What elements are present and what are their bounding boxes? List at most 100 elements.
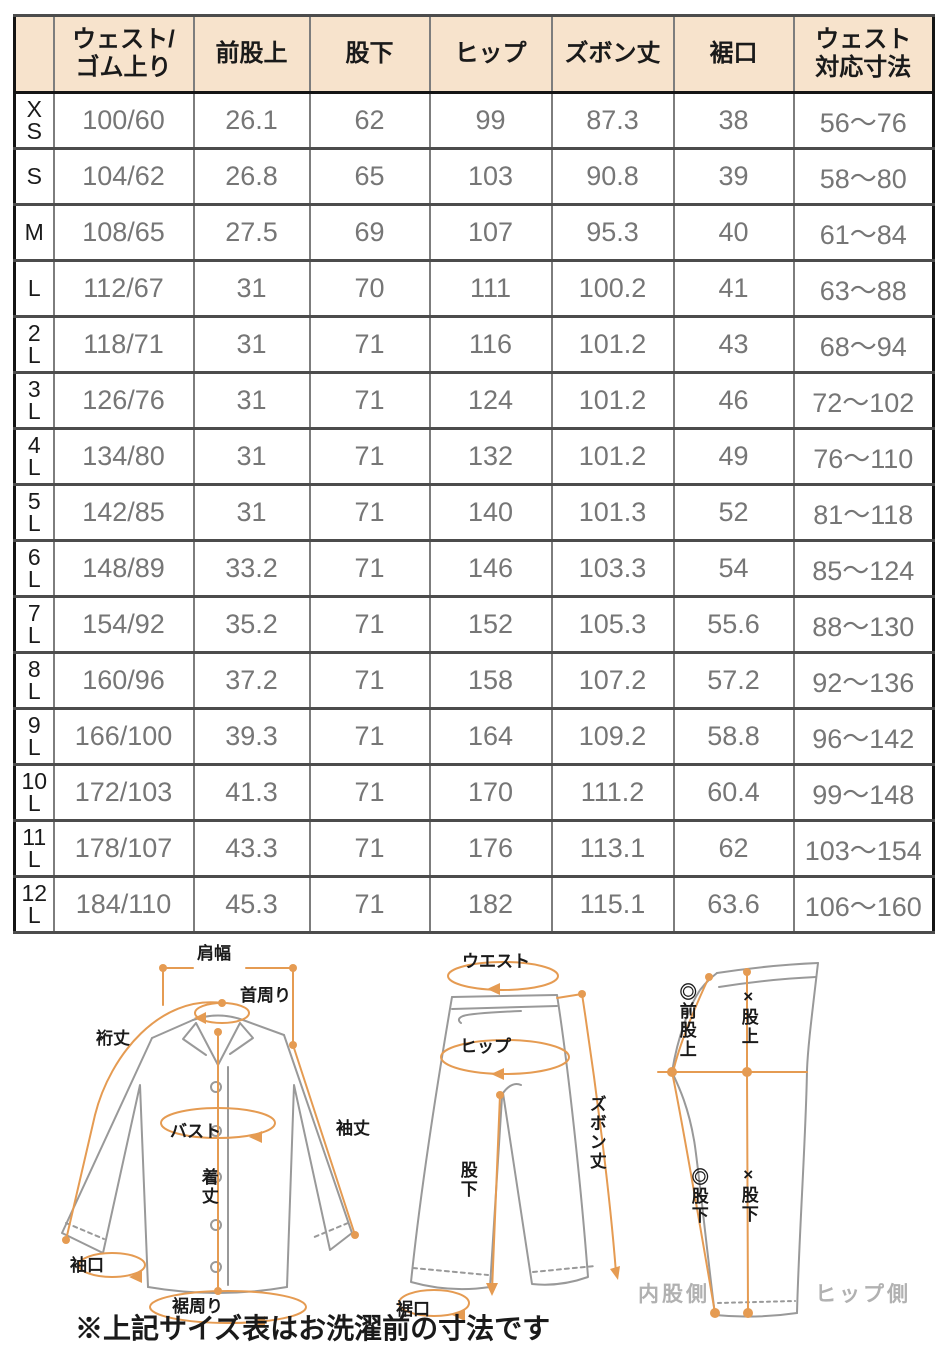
diagram-canvas — [61, 961, 819, 1328]
value-cell: 87.3 — [550, 91, 675, 150]
value-cell: 103 — [428, 147, 553, 206]
label-body-length: 着丈 — [198, 1168, 218, 1206]
label-cuff-opening: 袖口 — [70, 1256, 104, 1275]
label-neck-round: 首周り — [240, 986, 291, 1005]
label-hip: ヒップ — [460, 1037, 511, 1056]
value-cell: 109.2 — [550, 707, 675, 766]
value-cell: 31 — [192, 315, 311, 374]
size-cell: L — [13, 259, 55, 318]
value-cell: 58～80 — [792, 147, 935, 206]
table-row: 9 L 166/100 39.3 71 164 109.2 58.8 96～142 — [13, 707, 935, 766]
value-cell: 95.3 — [550, 203, 675, 262]
value-cell: 43.3 — [192, 819, 311, 878]
table-row: 4 L 134/80 31 71 132 101.2 49 76～110 — [13, 427, 935, 486]
value-cell: 166/100 — [52, 707, 195, 766]
value-cell: 31 — [192, 427, 311, 486]
value-cell: 107 — [428, 203, 553, 262]
header-cell-front-rise: 前股上 — [192, 14, 311, 94]
value-cell: 39.3 — [192, 707, 311, 766]
pants-front-measure-marks — [452, 983, 620, 1321]
label-shoulder-width: 肩幅 — [197, 944, 231, 963]
value-cell: 72～102 — [792, 371, 935, 430]
value-cell: 68～94 — [792, 315, 935, 374]
table-row: S 104/62 26.8 65 103 90.8 39 58～80 — [13, 147, 935, 206]
label-hem-opening: 裾口 — [396, 1300, 430, 1319]
table-row: 10 L 172/103 41.3 71 170 111.2 60.4 99～148 — [13, 763, 935, 822]
table-row: 12 L 184/110 45.3 71 182 115.1 63.6 106～160 — [13, 875, 935, 934]
value-cell: 172/103 — [52, 763, 195, 822]
label-sleeve-length: 袖丈 — [336, 1119, 370, 1138]
label-pants-length: ズボン丈 — [586, 1095, 606, 1171]
value-cell: 56～76 — [792, 91, 935, 150]
value-cell: 52 — [672, 483, 795, 542]
value-cell: 154/92 — [52, 595, 195, 654]
value-cell: 31 — [192, 483, 311, 542]
label-sleeve-reach: 裄丈 — [96, 1029, 130, 1048]
size-table-body: X S 100/60 26.1 62 99 87.3 38 56～76 S 104/62 26.8 6… — [13, 91, 935, 934]
size-cell: 9 L — [13, 707, 55, 766]
value-cell: 182 — [428, 875, 553, 934]
header-cell-hem: 裾口 — [672, 14, 795, 94]
table-row: 11 L 178/107 43.3 71 176 113.1 62 103～154 — [13, 819, 935, 878]
measurement-diagrams: 肩幅 首周り 裄丈 バスト 袖丈 着丈 袖口 裾周り ウエスト ヒップ ズボン丈… — [0, 935, 940, 1360]
header-cell-inseam: 股下 — [308, 14, 431, 94]
value-cell: 132 — [428, 427, 553, 486]
size-cell: 5 L — [13, 483, 55, 542]
table-row: 6 L 148/89 33.2 71 146 103.3 54 85～124 — [13, 539, 935, 598]
value-cell: 31 — [192, 371, 311, 430]
label-hip-side: ヒップ側 — [815, 1283, 911, 1306]
table-row: L 112/67 31 70 111 100.2 41 63～88 — [13, 259, 935, 318]
pants-front-measure-lines — [398, 961, 617, 1317]
value-cell: 62 — [308, 91, 431, 150]
size-cell: M — [13, 203, 55, 262]
size-table-header: ウェスト/ ゴム上り 前股上 股下 ヒップ ズボン丈 裾口 ウェスト 対応寸法 — [13, 14, 935, 94]
size-cell: 8 L — [13, 651, 55, 710]
size-cell: 4 L — [13, 427, 55, 486]
table-row: 2 L 118/71 31 71 116 101.2 43 68～94 — [13, 315, 935, 374]
value-cell: 107.2 — [550, 651, 675, 710]
header-cell-hip: ヒップ — [428, 14, 553, 94]
value-cell: 55.6 — [672, 595, 795, 654]
size-table: ウェスト/ ゴム上り 前股上 股下 ヒップ ズボン丈 裾口 ウェスト 対応寸法 … — [13, 14, 935, 934]
value-cell: 63.6 — [672, 875, 795, 934]
footnote: ※上記サイズ表はお洗濯前の寸法です — [75, 1313, 551, 1344]
value-cell: 101.2 — [550, 315, 675, 374]
value-cell: 27.5 — [192, 203, 311, 262]
label-bust: バスト — [170, 1122, 221, 1141]
size-cell: 6 L — [13, 539, 55, 598]
value-cell: 105.3 — [550, 595, 675, 654]
value-cell: 126/76 — [52, 371, 195, 430]
value-cell: 116 — [428, 315, 553, 374]
value-cell: 71 — [308, 651, 431, 710]
value-cell: 148/89 — [52, 539, 195, 598]
corner-cell — [13, 14, 55, 94]
label-waist: ウエスト — [462, 952, 530, 971]
table-row: 8 L 160/96 37.2 71 158 107.2 57.2 92～136 — [13, 651, 935, 710]
table-row: 3 L 126/76 31 71 124 101.2 46 72～102 — [13, 371, 935, 430]
value-cell: 71 — [308, 539, 431, 598]
value-cell: 46 — [672, 371, 795, 430]
value-cell: 99 — [428, 91, 553, 150]
value-cell: 38 — [672, 91, 795, 150]
label-inseam-inner: ◎股下 — [688, 1168, 708, 1225]
size-cell: 2 L — [13, 315, 55, 374]
value-cell: 58.8 — [672, 707, 795, 766]
value-cell: 176 — [428, 819, 553, 878]
value-cell: 81～118 — [792, 483, 935, 542]
value-cell: 101.2 — [550, 427, 675, 486]
value-cell: 88～130 — [792, 595, 935, 654]
value-cell: 112/67 — [52, 259, 195, 318]
value-cell: 101.2 — [550, 371, 675, 430]
label-inseam-front: 股下 — [457, 1161, 477, 1199]
value-cell: 124 — [428, 371, 553, 430]
size-cell: 3 L — [13, 371, 55, 430]
size-cell: 7 L — [13, 595, 55, 654]
value-cell: 113.1 — [550, 819, 675, 878]
value-cell: 160/96 — [52, 651, 195, 710]
value-cell: 41.3 — [192, 763, 311, 822]
value-cell: 158 — [428, 651, 553, 710]
value-cell: 62 — [672, 819, 795, 878]
value-cell: 60.4 — [672, 763, 795, 822]
value-cell: 65 — [308, 147, 431, 206]
value-cell: 90.8 — [550, 147, 675, 206]
